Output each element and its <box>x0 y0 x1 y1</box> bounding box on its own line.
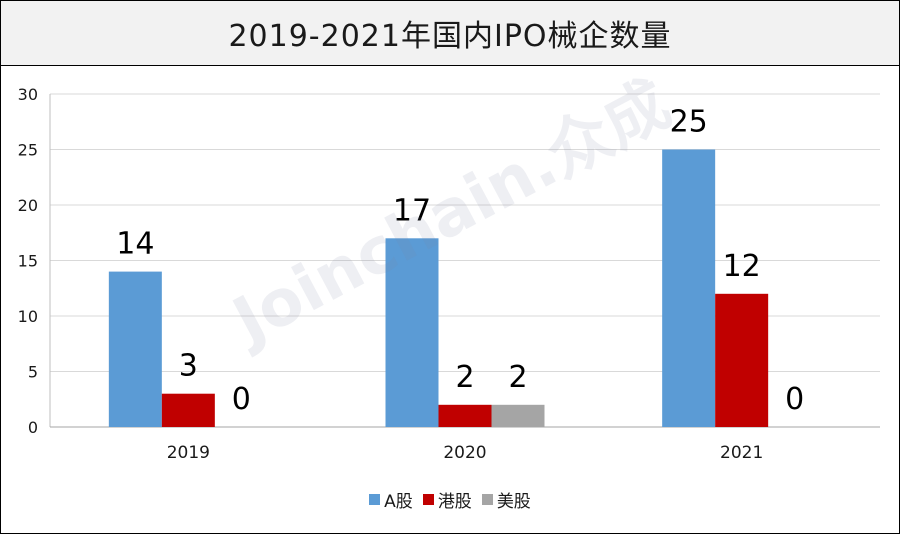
legend-item: 港股 <box>422 487 472 512</box>
legend-label: 美股 <box>496 492 531 512</box>
legend-label: 港股 <box>437 492 472 512</box>
legend-swatch <box>369 494 381 505</box>
data-label: 12 <box>723 249 761 284</box>
data-label: 17 <box>393 193 431 228</box>
bar <box>438 404 492 427</box>
y-tick-label: 0 <box>28 418 38 437</box>
bar <box>161 393 215 427</box>
bar <box>108 271 162 427</box>
legend-item: 美股 <box>481 487 531 512</box>
chart-title: 2019-2021年国内IPO械企数量 <box>228 19 672 54</box>
data-label: 2 <box>455 360 474 395</box>
legend-swatch <box>422 494 434 505</box>
bar <box>385 238 439 427</box>
data-label: 0 <box>232 382 251 417</box>
x-tick-label: 2020 <box>443 443 486 463</box>
data-label: 3 <box>179 349 198 384</box>
title-bar: 2019-2021年国内IPO械企数量 <box>1 1 899 66</box>
y-tick-label: 30 <box>18 85 38 104</box>
data-label: 14 <box>116 227 154 262</box>
y-tick-label: 25 <box>18 141 38 160</box>
y-tick-label: 10 <box>18 307 38 326</box>
legend-label: A股 <box>384 492 413 512</box>
y-tick-label: 15 <box>18 252 38 271</box>
y-tick-label: 20 <box>18 196 38 215</box>
legend-item: A股 <box>369 487 413 512</box>
bar <box>715 293 769 427</box>
bar <box>491 404 545 427</box>
legend: A股 港股 美股 <box>0 487 900 512</box>
data-label: 2 <box>508 360 527 395</box>
data-label: 0 <box>785 382 804 417</box>
x-tick-label: 2021 <box>720 443 763 463</box>
y-tick-label: 5 <box>28 363 38 382</box>
data-label: 25 <box>670 105 708 140</box>
legend-swatch <box>481 494 493 505</box>
bar <box>662 149 716 427</box>
x-tick-label: 2019 <box>167 443 210 463</box>
